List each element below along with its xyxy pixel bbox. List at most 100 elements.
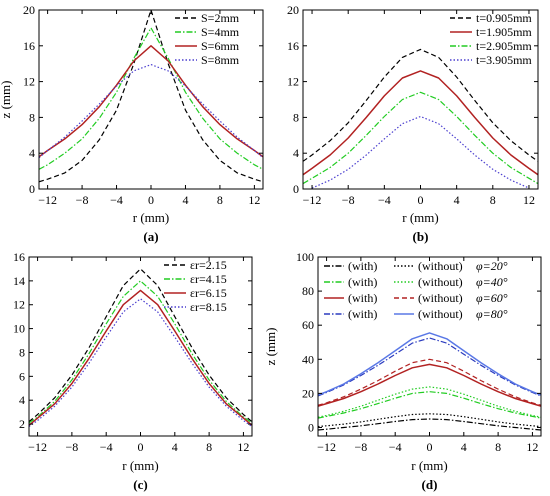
y-tick-label: 10: [13, 322, 25, 336]
y-tick-label: 12: [23, 75, 35, 89]
legend-label: t=1.905mm: [476, 25, 532, 39]
y-tick-label: 8: [19, 345, 25, 359]
series-line-2: [318, 391, 541, 419]
y-tick-label: 14: [13, 274, 25, 288]
x-axis-label: r (mm): [133, 210, 169, 225]
legend-label: t=3.905mm: [476, 53, 532, 67]
series-line-5: [318, 358, 541, 406]
series-line-2: [303, 91, 538, 185]
x-tick-label: −4: [110, 193, 123, 207]
panel-c: −12 −8 −4 0 4 8 12 2 4 6 8 10 12 14 16 r (mm) (c) εr=2.15…: [13, 250, 253, 492]
y-axis-label: z (mm): [0, 81, 13, 119]
x-tick-label: 12: [526, 440, 538, 454]
x-tick-label: −8: [354, 440, 367, 454]
x-tick-label: 12: [248, 193, 260, 207]
y-tick-label: 0: [308, 420, 314, 434]
series-line-7: [318, 332, 541, 396]
x-tick-label: −4: [100, 440, 113, 454]
y-tick-label: 16: [13, 250, 25, 264]
series-line-1: [39, 27, 263, 170]
y-tick-label: 8: [29, 110, 35, 124]
legend: (with) (without) φ=20° (with) (without) φ=40°…: [324, 259, 508, 321]
x-tick-label: 12: [237, 440, 249, 454]
x-tick-label: −12: [38, 193, 57, 207]
series-group: [318, 332, 541, 431]
y-tick-label: 4: [29, 146, 35, 160]
legend-label-without: (without): [418, 259, 463, 273]
legend-label-with: (with): [348, 275, 377, 289]
x-tick-label: −8: [76, 193, 89, 207]
y-axis-label: z (mm): [263, 328, 278, 366]
x-tick-label: 0: [427, 440, 433, 454]
series-line-3: [311, 115, 530, 189]
x-tick-label: −8: [65, 440, 78, 454]
series-line-0: [39, 10, 263, 183]
x-tick-label: 4: [182, 193, 188, 207]
y-tick-label: 80: [302, 284, 314, 298]
x-tick-label: −12: [317, 440, 336, 454]
x-tick-label: 0: [148, 193, 154, 207]
legend-label-without: (without): [418, 291, 463, 305]
panel-label: (d): [422, 477, 438, 492]
legend-label: εr=6.15: [190, 286, 227, 300]
panel-label: (a): [143, 229, 158, 244]
series-line-3: [39, 63, 263, 159]
x-axis-label: r (mm): [402, 210, 438, 225]
y-tick-label: 20: [287, 3, 299, 17]
y-tick-label: 4: [293, 146, 299, 160]
panel-label: (b): [413, 229, 429, 244]
x-tick-label: 8: [217, 193, 223, 207]
y-tick-label: 12: [287, 75, 299, 89]
legend-label-with: (with): [348, 259, 377, 273]
y-tick-label: 2: [19, 417, 25, 431]
y-tick-label: 16: [287, 39, 299, 53]
series-line-2: [39, 45, 263, 158]
y-tick-label: 20: [23, 3, 35, 17]
legend-label-without: (without): [418, 307, 463, 321]
series-line-0: [303, 48, 538, 162]
y-tick-label: 6: [19, 369, 25, 383]
y-tick-label: 4: [19, 393, 25, 407]
legend-label-angle: φ=40°: [476, 275, 508, 289]
legend-label: S=6mm: [201, 39, 240, 53]
series-line-0: [29, 268, 252, 423]
series-line-4: [318, 363, 541, 407]
y-tick-label: 0: [293, 182, 299, 196]
y-tick-label: 40: [302, 352, 314, 366]
legend-label-angle: φ=80°: [476, 307, 508, 321]
legend-label: εr=4.15: [190, 272, 227, 286]
y-tick-label: 100: [296, 250, 314, 264]
x-tick-label: 4: [454, 193, 460, 207]
x-tick-label: 8: [490, 193, 496, 207]
x-tick-label: 0: [418, 193, 424, 207]
series-line-3: [318, 386, 541, 418]
legend-label-angle: φ=60°: [476, 291, 508, 305]
x-tick-label: 0: [138, 440, 144, 454]
series-line-2: [29, 289, 252, 426]
legend-label-with: (with): [348, 307, 377, 321]
series-line-1: [29, 280, 252, 424]
series-line-1: [318, 413, 541, 428]
series-line-1: [303, 70, 538, 176]
x-tick-label: −12: [303, 193, 322, 207]
legend-label-angle: φ=20°: [476, 259, 508, 273]
legend-label: t=0.905mm: [476, 11, 532, 25]
x-tick-label: −4: [378, 193, 391, 207]
x-tick-label: −8: [342, 193, 355, 207]
y-tick-label: 0: [29, 182, 35, 196]
legend-label-with: (with): [348, 291, 377, 305]
x-tick-label: 4: [172, 440, 178, 454]
x-tick-label: −12: [28, 440, 47, 454]
legend-label: t=2.905mm: [476, 39, 532, 53]
y-tick-label: 20: [302, 386, 314, 400]
x-tick-label: −4: [389, 440, 402, 454]
series-group: [29, 268, 252, 427]
x-axis-label: r (mm): [411, 458, 447, 473]
legend-label: S=2mm: [201, 11, 240, 25]
x-axis-label: r (mm): [122, 458, 158, 473]
legend-label: εr=2.15: [190, 258, 227, 272]
